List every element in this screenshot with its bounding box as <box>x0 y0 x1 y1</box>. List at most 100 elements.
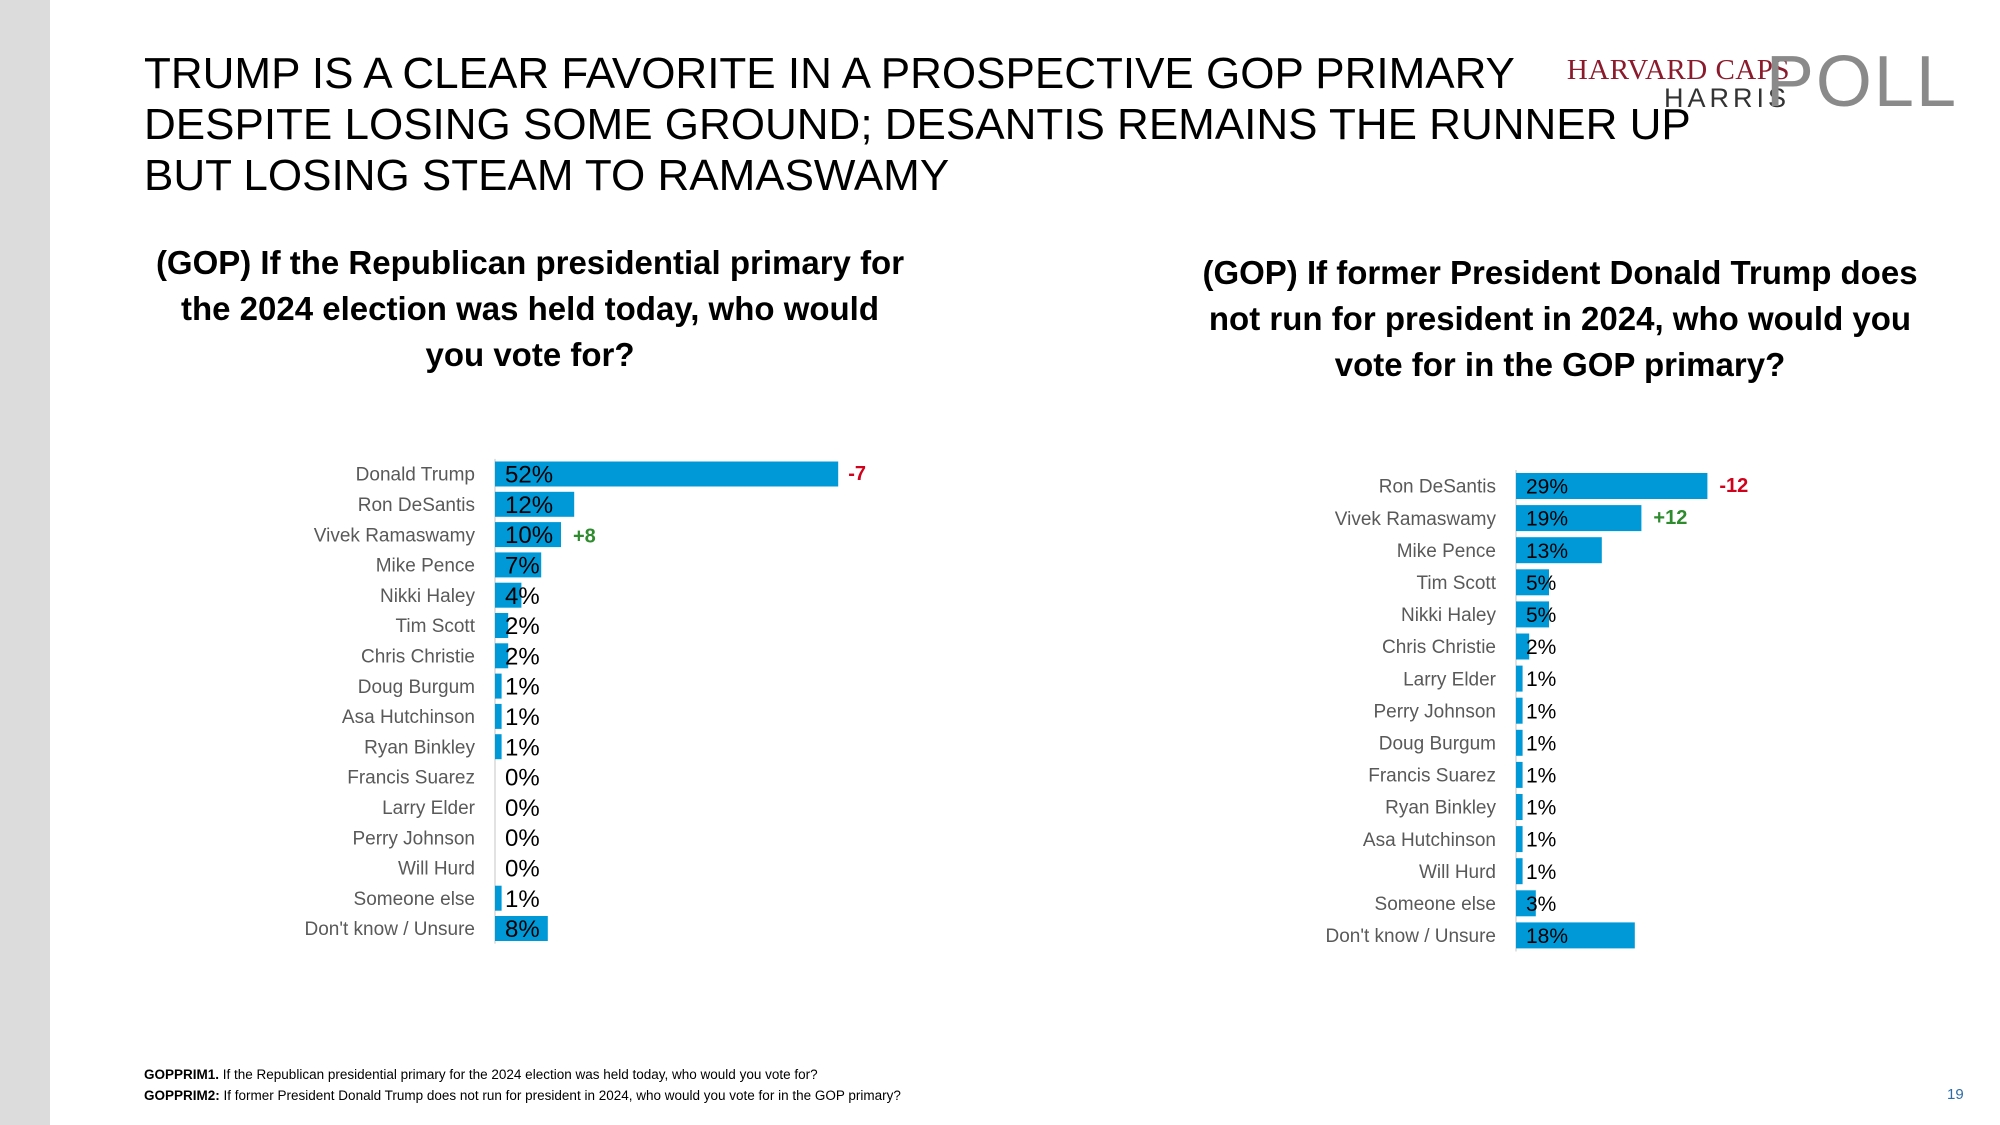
chart-1-change-annotation: +8 <box>573 526 596 548</box>
chart-1-bar <box>495 582 522 608</box>
chart-1-bar <box>495 673 502 699</box>
chart-1-value-label: 12% <box>505 492 553 519</box>
chart-2-change-annotation: +12 <box>1653 507 1687 529</box>
chart-2-value-label: 1% <box>1526 829 1556 852</box>
chart-1-category-label: Vivek Ramaswamy <box>314 525 476 546</box>
chart-1-category-label: Ron DeSantis <box>358 495 475 516</box>
chart-2-bar <box>1516 505 1642 532</box>
chart-2-value-label: 1% <box>1526 797 1556 820</box>
logo-harris: HARRIS <box>1663 83 1790 113</box>
chart-1-value-label: 52% <box>505 462 553 489</box>
chart-2-category-label: Doug Burgum <box>1379 733 1496 754</box>
chart-2-title: (GOP) If former President Donald Trump d… <box>1202 254 1918 383</box>
chart-1-value-label: 1% <box>505 704 540 731</box>
chart-1-value-label: 0% <box>505 765 540 792</box>
chart-2-value-label: 1% <box>1526 668 1556 691</box>
chart-2-bar <box>1516 890 1536 917</box>
chart-1-category-label: Ryan Binkley <box>364 737 475 758</box>
logo-harvard-caps: HARVARD CAPS <box>1566 54 1790 86</box>
chart-1-value-label: 1% <box>505 734 540 761</box>
chart-1-category-label: Donald Trump <box>356 465 475 486</box>
chart-1-bar <box>495 552 542 578</box>
chart-1-value-label: 1% <box>505 886 540 913</box>
chart-1-category-label: Tim Scott <box>395 616 475 637</box>
chart-1-category-label: Nikki Haley <box>380 586 476 607</box>
chart-2-bar <box>1516 826 1523 853</box>
chart-2-bar <box>1516 473 1708 499</box>
slide-headline: TRUMP IS A CLEAR FAVORITE IN A PROSPECTI… <box>144 48 1691 201</box>
chart-2-value-label: 1% <box>1526 861 1556 884</box>
chart-1-value-label: 1% <box>505 674 540 701</box>
chart-1-bar <box>495 734 502 760</box>
chart-1-bar <box>495 916 548 941</box>
chart-1-bar <box>495 522 561 548</box>
chart-2-value-label: 18% <box>1526 925 1568 948</box>
chart-2-category-label: Perry Johnson <box>1373 701 1496 722</box>
chart-1-category-label: Perry Johnson <box>352 828 475 849</box>
chart-2-value-label: 1% <box>1526 700 1556 723</box>
chart-2-bar <box>1516 633 1530 660</box>
chart-1-category-label: Larry Elder <box>382 798 476 819</box>
chart-1-bar <box>495 491 575 517</box>
chart-2-value-label: 3% <box>1526 893 1556 916</box>
chart-1-value-label: 2% <box>505 643 540 670</box>
chart-2-category-label: Vivek Ramaswamy <box>1335 509 1497 530</box>
chart-2-category-label: Don't know / Unsure <box>1326 926 1496 947</box>
headline-line-3: BUT LOSING STEAM TO RAMASWAMY <box>144 151 950 200</box>
chart-2-category-label: Tim Scott <box>1416 573 1496 594</box>
footnote-2-text: If former President Donald Trump does no… <box>219 1088 901 1103</box>
left-sidebar-band <box>0 0 50 1125</box>
chart-2-value-label: 19% <box>1526 508 1568 531</box>
chart-1-value-label: 0% <box>505 795 540 822</box>
chart-2-category-label: Mike Pence <box>1397 541 1496 562</box>
chart-2-category-label: Francis Suarez <box>1368 766 1496 787</box>
chart-2-category-label: Asa Hutchinson <box>1363 830 1496 851</box>
chart-1-value-label: 8% <box>505 916 540 943</box>
chart-2-bar <box>1516 922 1635 949</box>
chart-1-bar-chart: Donald Trump 52% -7 Ron DeSantis 12% Vivek Ra… <box>305 458 866 944</box>
chart-1-value-label: 0% <box>505 825 540 852</box>
chart-1-category-label: Asa Hutchinson <box>342 707 475 728</box>
chart-2-category-label: Nikki Haley <box>1401 605 1497 626</box>
chart-1-title: (GOP) If the Republican presidential pri… <box>155 244 905 373</box>
chart-2-category-label: Larry Elder <box>1403 669 1497 690</box>
chart-1-value-label: 7% <box>505 553 540 580</box>
chart-1-value-label: 10% <box>505 522 553 549</box>
chart-2-category-label: Chris Christie <box>1382 637 1496 658</box>
chart-2-bar <box>1516 761 1523 788</box>
chart-2-value-label: 1% <box>1526 764 1556 787</box>
footnote-1-code: GOPPRIM1. <box>144 1067 220 1082</box>
chart-2-bar <box>1516 729 1523 756</box>
chart-2-bar <box>1516 665 1523 692</box>
chart-1-category-label: Will Hurd <box>398 859 475 880</box>
chart-2-value-label: 29% <box>1526 476 1568 499</box>
chart-1-category-label: Chris Christie <box>361 646 475 667</box>
page-number: 19 <box>1947 1086 1964 1103</box>
chart-2-category-label: Ron DeSantis <box>1379 477 1496 498</box>
footnote-2: GOPPRIM2: If former President Donald Tru… <box>144 1088 901 1103</box>
chart-1-bar <box>495 885 502 911</box>
logo-poll: POLL <box>1765 42 1958 122</box>
chart-2-bar <box>1516 858 1523 885</box>
chart-1-value-label: 4% <box>505 583 540 610</box>
chart-2-value-label: 13% <box>1526 540 1568 563</box>
headline-line-1: TRUMP IS A CLEAR FAVORITE IN A PROSPECTI… <box>144 49 1515 98</box>
chart-1-category-label: Francis Suarez <box>347 768 475 789</box>
chart-1-bar <box>495 461 839 487</box>
chart-1-bar <box>495 613 509 638</box>
chart-1-category-label: Don't know / Unsure <box>305 919 475 940</box>
chart-2-category-label: Will Hurd <box>1419 862 1496 883</box>
chart-2-bar <box>1516 601 1549 628</box>
footnote-1-text: If the Republican presidential primary f… <box>219 1067 818 1082</box>
chart-2-category-label: Ryan Binkley <box>1385 798 1496 819</box>
chart-1-bar <box>495 643 509 669</box>
headline-line-2: DESPITE LOSING SOME GROUND; DESANTIS REM… <box>144 100 1691 149</box>
chart-2-bar <box>1516 794 1523 820</box>
chart-1-category-label: Someone else <box>354 889 475 910</box>
chart-2-bar <box>1516 537 1602 564</box>
chart-1-category-label: Doug Burgum <box>358 677 475 698</box>
chart-2-category-label: Someone else <box>1375 894 1496 915</box>
footnote-2-code: GOPPRIM2: <box>144 1088 220 1103</box>
chart-2-change-annotation: -12 <box>1719 475 1748 497</box>
chart-2-value-label: 5% <box>1526 604 1556 627</box>
